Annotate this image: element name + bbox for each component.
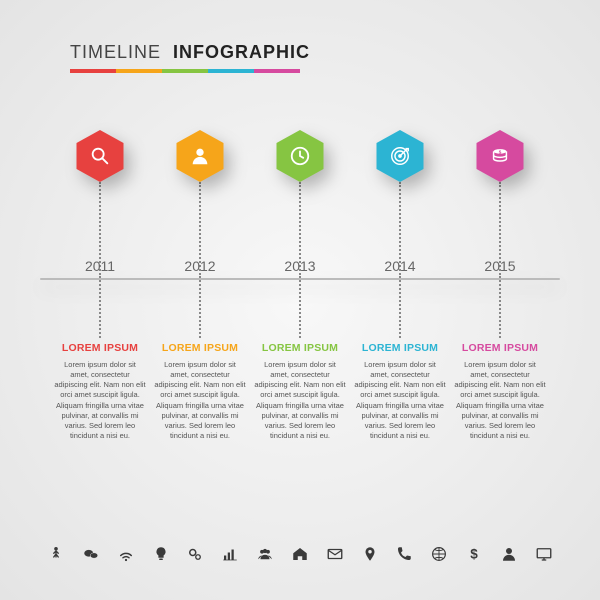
- title-word-2: INFOGRAPHIC: [173, 42, 310, 62]
- page-title: TIMELINE INFOGRAPHIC: [70, 42, 310, 63]
- person-icon: [189, 145, 211, 167]
- timeline: 2011 LOREM IPSUM Lorem ipsum dolor sit a…: [0, 130, 600, 470]
- year-label: 2014: [350, 258, 450, 274]
- magnifier-icon: [89, 145, 111, 167]
- hexagon-node: [274, 130, 326, 182]
- column-heading: LOREM IPSUM: [350, 342, 450, 354]
- column-heading: LOREM IPSUM: [450, 342, 550, 354]
- svg-text:$: $: [470, 547, 478, 562]
- column-body: Lorem ipsum dolor sit amet, consectetur …: [454, 360, 546, 441]
- clock-icon: [289, 145, 311, 167]
- title-underline: [70, 69, 300, 73]
- home-icon: [290, 544, 310, 564]
- hexagon-node: [374, 130, 426, 182]
- wifi-icon: [116, 544, 136, 564]
- user-icon: [499, 544, 519, 564]
- timeline-column: $ 2015 LOREM IPSUM Lorem ipsum dolor sit…: [450, 130, 550, 470]
- column-heading: LOREM IPSUM: [50, 342, 150, 354]
- lightbulb-icon: [151, 544, 171, 564]
- timeline-columns: 2011 LOREM IPSUM Lorem ipsum dolor sit a…: [50, 130, 550, 470]
- icon-strip: $: [46, 544, 554, 564]
- gears-icon: [185, 544, 205, 564]
- column-heading: LOREM IPSUM: [250, 342, 350, 354]
- year-label: 2012: [150, 258, 250, 274]
- timeline-column: 2013 LOREM IPSUM Lorem ipsum dolor sit a…: [250, 130, 350, 470]
- pin-icon: [360, 544, 380, 564]
- header: TIMELINE INFOGRAPHIC: [70, 42, 310, 73]
- column-body: Lorem ipsum dolor sit amet, consectetur …: [254, 360, 346, 441]
- connector-line: [99, 280, 101, 338]
- year-label: 2011: [50, 258, 150, 274]
- timeline-column: 2014 LOREM IPSUM Lorem ipsum dolor sit a…: [350, 130, 450, 470]
- column-body: Lorem ipsum dolor sit amet, consectetur …: [54, 360, 146, 441]
- connector-line: [199, 280, 201, 338]
- year-label: 2013: [250, 258, 350, 274]
- globe-icon: [429, 544, 449, 564]
- hexagon-node: [174, 130, 226, 182]
- timeline-column: 2012 LOREM IPSUM Lorem ipsum dolor sit a…: [150, 130, 250, 470]
- column-heading: LOREM IPSUM: [150, 342, 250, 354]
- year-label: 2015: [450, 258, 550, 274]
- target-icon: [389, 145, 411, 167]
- title-word-1: TIMELINE: [70, 42, 161, 62]
- dollar-icon: $: [464, 544, 484, 564]
- standing-person-icon: [46, 544, 66, 564]
- column-body: Lorem ipsum dolor sit amet, consectetur …: [154, 360, 246, 441]
- column-body: Lorem ipsum dolor sit amet, consectetur …: [354, 360, 446, 441]
- phone-icon: [394, 544, 414, 564]
- monitor-icon: [534, 544, 554, 564]
- timeline-column: 2011 LOREM IPSUM Lorem ipsum dolor sit a…: [50, 130, 150, 470]
- mail-icon: [325, 544, 345, 564]
- hexagon-node: $: [474, 130, 526, 182]
- connector-line: [299, 280, 301, 338]
- hexagon-node: [74, 130, 126, 182]
- bar-chart-icon: [220, 544, 240, 564]
- group-icon: [255, 544, 275, 564]
- coins-icon: $: [489, 145, 511, 167]
- connector-line: [399, 280, 401, 338]
- speech-bubbles-icon: [81, 544, 101, 564]
- connector-line: [499, 280, 501, 338]
